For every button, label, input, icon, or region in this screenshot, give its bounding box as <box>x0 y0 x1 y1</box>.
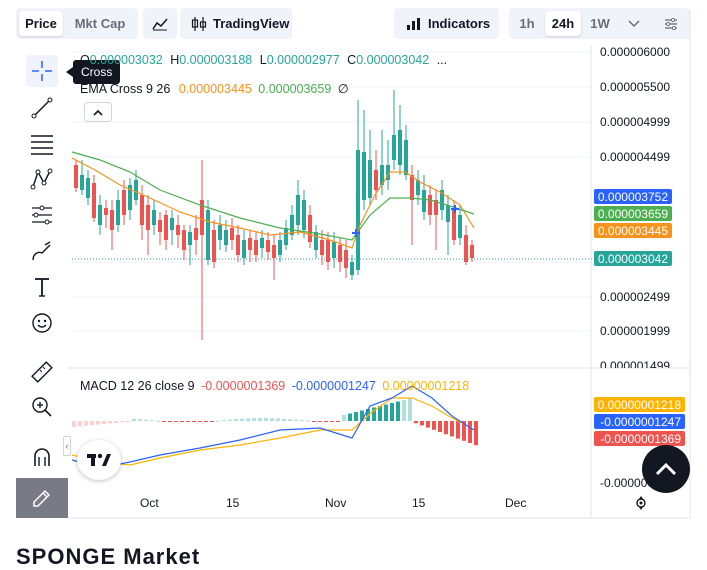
magnet-icon <box>34 448 50 466</box>
collapse-toolbar-handle[interactable]: ‹ <box>63 436 71 456</box>
price-axis-label: 0.000006000 <box>600 45 671 59</box>
tab-mkt-cap[interactable]: Mkt Cap <box>74 16 126 31</box>
macd-line-tag: -0.0000001247 <box>594 414 685 429</box>
ohlc-legend: O0.000003032 H0.000003188 L0.000002977 C… <box>80 53 447 67</box>
projection-icon <box>32 205 52 225</box>
range-1w[interactable]: 1W <box>590 16 610 31</box>
price-axis-label: 0.000004999 <box>600 115 671 129</box>
time-axis-label: Dec <box>505 496 527 510</box>
price-chart[interactable] <box>0 0 707 557</box>
close-label: C <box>347 53 357 67</box>
price-axis-label: 0.000001999 <box>600 324 671 338</box>
trend-line-icon <box>31 97 53 119</box>
tool-measure[interactable] <box>26 356 58 388</box>
tool-brush[interactable] <box>26 235 58 267</box>
range-dropdown[interactable] <box>621 11 647 36</box>
tool-emoji[interactable] <box>26 307 58 339</box>
settings-button[interactable] <box>656 11 686 36</box>
brush-icon <box>32 241 51 261</box>
last-price-tag: 0.000003042 <box>594 251 672 266</box>
ema-label: EMA Cross 9 26 <box>80 82 171 96</box>
smiley-icon <box>32 313 52 333</box>
ema-legend: EMA Cross 9 26 0.000003445 0.000003659 ∅ <box>80 81 349 96</box>
crosshair-marker <box>352 205 459 237</box>
tool-tooltip: Cross <box>73 60 121 84</box>
range-24h[interactable]: 24h <box>545 11 581 36</box>
tool-zoom[interactable] <box>26 391 58 423</box>
low-label: L <box>259 53 267 67</box>
tradingview-logo[interactable] <box>77 440 121 480</box>
scroll-top-button[interactable] <box>642 445 690 493</box>
settings-gear-icon[interactable] <box>634 496 648 510</box>
time-axis-label: 15 <box>412 496 426 510</box>
chart-type-button[interactable] <box>143 8 177 39</box>
time-axis-label: 15 <box>226 496 240 510</box>
tradingview-label: TradingView <box>213 16 290 31</box>
low-value: 0.000002977 <box>266 53 340 67</box>
tradingview-button[interactable]: TradingView <box>180 8 292 39</box>
open-value: 0.000003032 <box>89 53 163 67</box>
indicators-icon <box>407 17 420 30</box>
tooltip-arrow-icon <box>66 67 73 77</box>
sliders-icon <box>665 17 677 30</box>
more-label[interactable]: ... <box>436 53 448 67</box>
ema-slow-value: 0.000003659 <box>258 82 332 96</box>
time-axis-label: Oct <box>140 496 159 510</box>
macd-line-value: -0.0000001247 <box>291 379 376 393</box>
fib-retracement-icon <box>31 135 53 155</box>
close-value: 0.000003042 <box>356 53 430 67</box>
collapse-legend-button[interactable] <box>84 102 112 122</box>
indicators-button[interactable]: Indicators <box>394 8 499 39</box>
chevron-down-icon <box>628 19 640 27</box>
macd-signal-value: 0.00000001218 <box>382 379 470 393</box>
page-section-title: SPONGE Market <box>16 544 201 569</box>
tab-price[interactable]: Price <box>19 11 63 36</box>
tool-trend-line[interactable] <box>26 92 58 124</box>
tool-pattern[interactable] <box>26 163 58 195</box>
chart-toolbar: Price Mkt Cap TradingView Indicators 1h … <box>0 0 707 46</box>
tool-text[interactable] <box>26 271 58 303</box>
macd-label: MACD 12 26 close 9 <box>80 379 195 393</box>
tool-fib[interactable] <box>26 128 58 160</box>
ema-slow-tag: 0.000003659 <box>594 206 672 221</box>
hide-indicator-icon[interactable]: ∅ <box>337 82 349 96</box>
price-axis-label: 0.000002499 <box>600 290 671 304</box>
pencil-lock-icon <box>33 489 51 507</box>
macd-hist-value: -0.0000001369 <box>201 379 286 393</box>
high-label: H <box>170 53 180 67</box>
indicators-label: Indicators <box>428 16 491 31</box>
text-icon <box>35 278 49 297</box>
zoom-in-icon <box>32 397 52 417</box>
pattern-icon <box>30 168 53 190</box>
tool-lock-drawings[interactable] <box>16 478 68 518</box>
candles-icon <box>191 16 207 31</box>
ema-fast-tag: 0.000003445 <box>594 223 672 238</box>
range-switch: 1h 24h 1W <box>509 8 690 39</box>
drawing-toolbar <box>16 50 68 518</box>
time-axis-label: Nov <box>325 496 347 510</box>
macd-legend: MACD 12 26 close 9 -0.0000001369 -0.0000… <box>80 379 469 393</box>
line-chart-icon <box>152 18 168 30</box>
price-axis-label: 0.000001499 <box>600 359 671 368</box>
macd-hist-tag: -0.0000001369 <box>594 431 685 446</box>
tool-prediction[interactable] <box>26 199 58 231</box>
range-1h[interactable]: 1h <box>519 16 535 31</box>
tv-logo-icon <box>87 453 111 466</box>
high-value: 0.000003188 <box>179 53 253 67</box>
macd-signal-tag: 0.00000001218 <box>594 397 685 412</box>
chevron-up-icon <box>655 462 677 476</box>
ema-slow-high-tag: 0.000003752 <box>594 189 672 204</box>
price-mktcap-switch: Price Mkt Cap <box>16 8 138 39</box>
tool-cross[interactable] <box>26 55 58 87</box>
price-axis-label: 0.000004499 <box>600 150 671 164</box>
crosshair-icon <box>32 61 52 81</box>
open-label: O <box>80 53 90 67</box>
price-axis-label: 0.000005500 <box>600 80 671 94</box>
ruler-icon <box>31 361 53 383</box>
tool-magnet[interactable] <box>26 442 58 474</box>
chevron-up-icon <box>93 109 103 116</box>
ema-fast-value: 0.000003445 <box>178 82 252 96</box>
